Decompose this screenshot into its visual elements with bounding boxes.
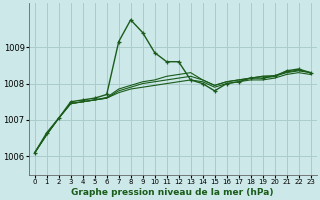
X-axis label: Graphe pression niveau de la mer (hPa): Graphe pression niveau de la mer (hPa): [71, 188, 274, 197]
